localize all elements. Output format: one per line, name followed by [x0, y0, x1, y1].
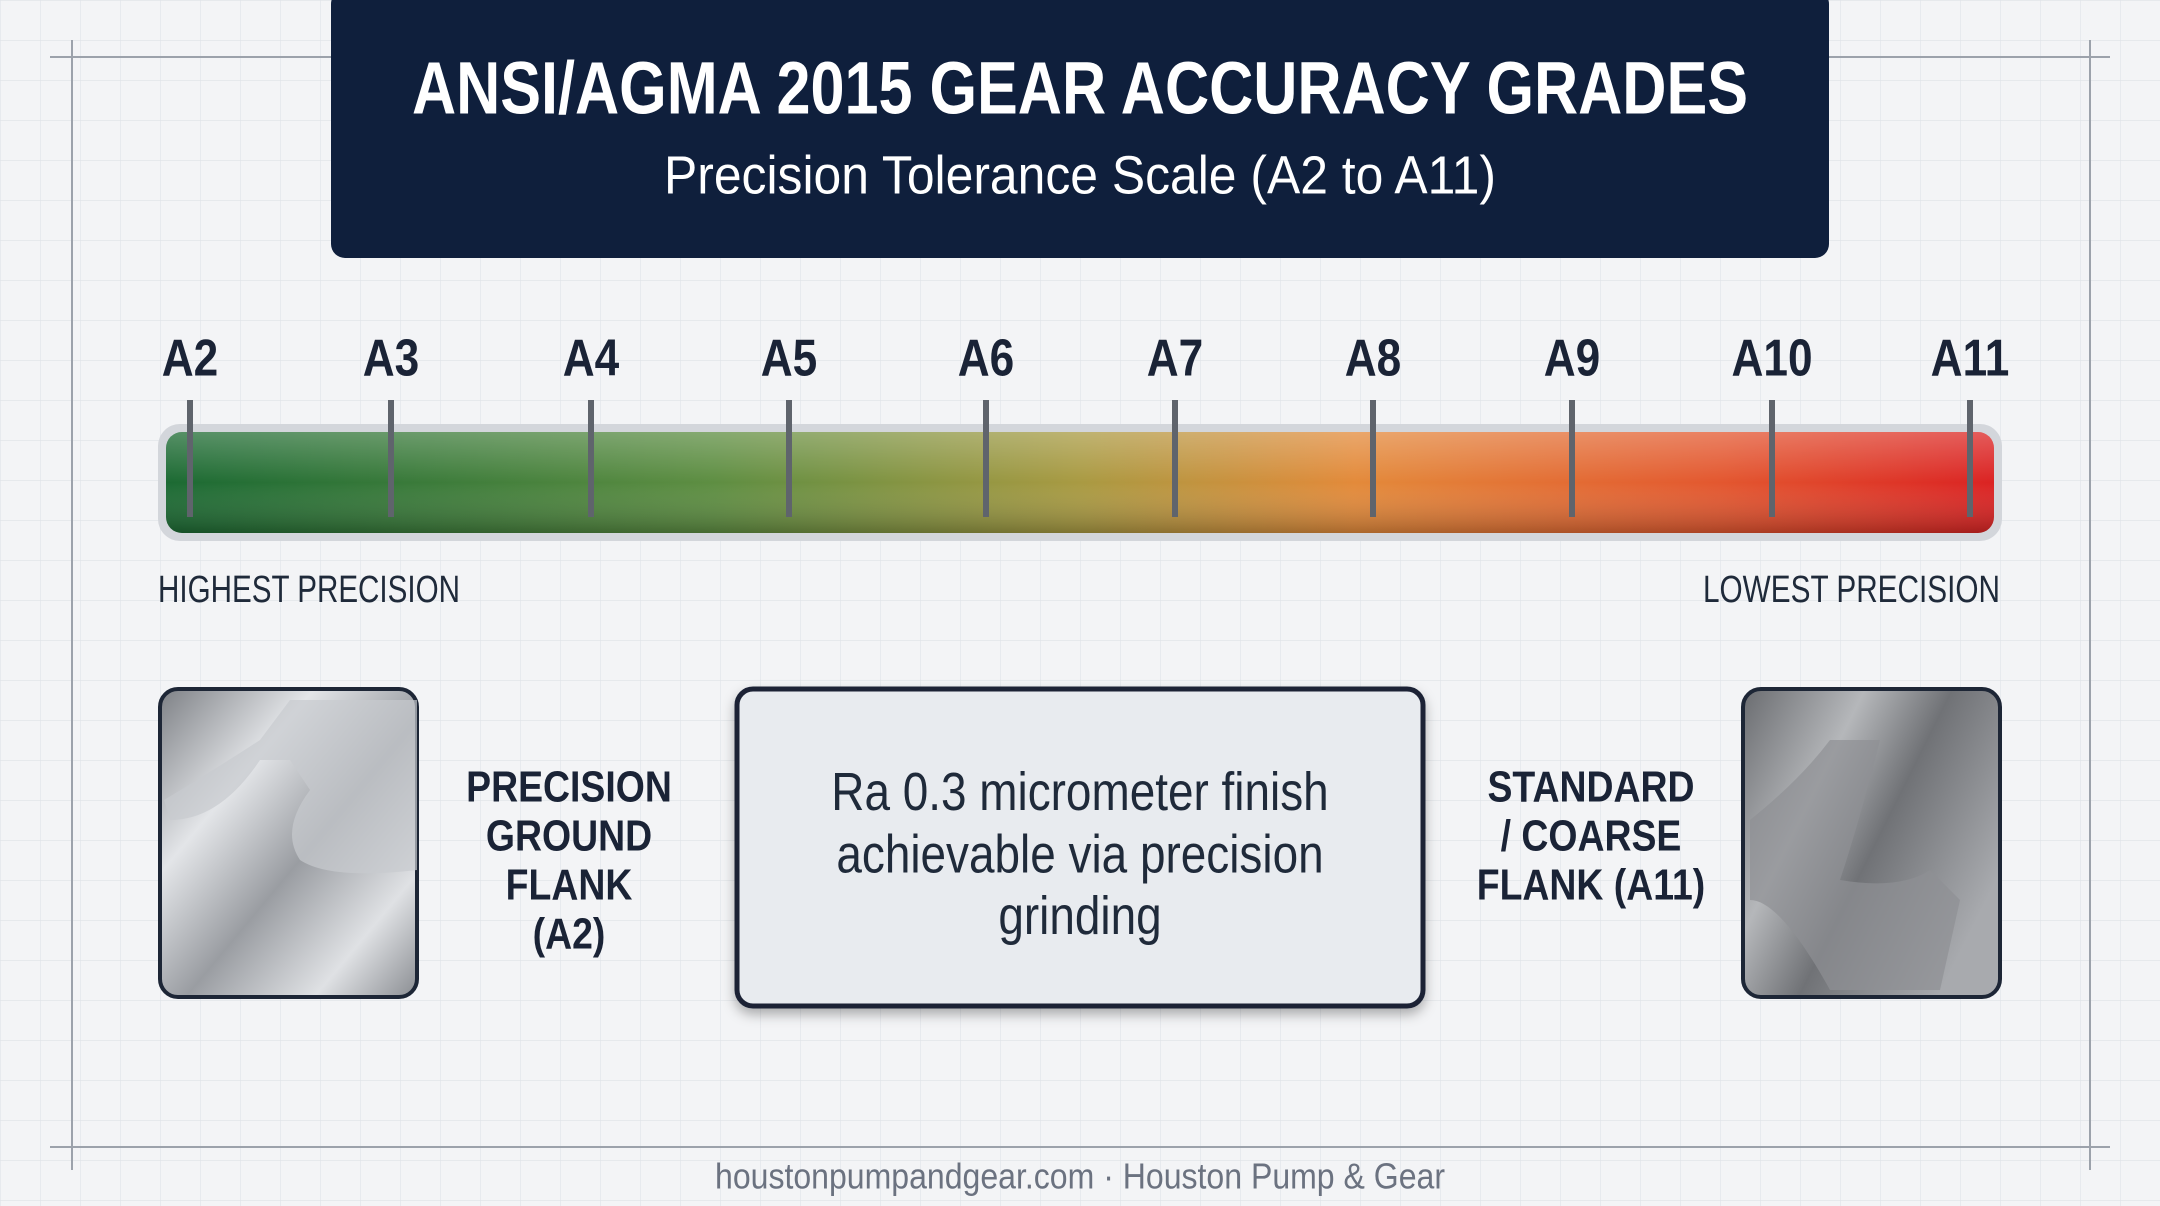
- header-banner: [331, 0, 1829, 258]
- left-panel-label: (A2): [533, 909, 606, 959]
- left-panel-label: GROUND: [486, 811, 652, 861]
- grade-label: A4: [563, 329, 620, 387]
- subtitle: Precision Tolerance Scale (A2 to A11): [664, 145, 1496, 205]
- grade-label: A5: [761, 329, 818, 387]
- grade-label: A3: [363, 329, 420, 387]
- left-image: [158, 687, 419, 999]
- grade-label: A6: [958, 329, 1015, 387]
- center-box: [734, 686, 1426, 1009]
- left-scale-label: HIGHEST PRECISION: [158, 569, 460, 611]
- left-panel-label: PRECISION: [466, 762, 672, 812]
- title: ANSI/AGMA 2015 GEAR ACCURACY GRADES: [412, 47, 1748, 130]
- center-text: achievable via precision: [836, 824, 1323, 884]
- center-text: Ra 0.3 micrometer finish: [831, 762, 1328, 822]
- grade-label: A11: [1931, 329, 2010, 387]
- right-panel-label: STANDARD: [1487, 762, 1694, 812]
- grade-label: A2: [162, 329, 219, 387]
- grade-label: A9: [1544, 329, 1601, 387]
- grade-label: A8: [1345, 329, 1402, 387]
- bar-shading: [166, 432, 1994, 533]
- grade-label: A7: [1147, 329, 1204, 387]
- footer: houstonpumpandgear.com · Houston Pump & …: [715, 1156, 1445, 1197]
- right-panel-label: / COARSE: [1501, 811, 1682, 861]
- right-panel-label: FLANK (A11): [1477, 860, 1706, 910]
- right-image: [1741, 687, 2002, 999]
- center-text: grinding: [998, 886, 1161, 946]
- grade-label: A10: [1731, 329, 1812, 387]
- right-scale-label: LOWEST PRECISION: [1703, 569, 2000, 611]
- left-panel-label: FLANK: [506, 860, 633, 910]
